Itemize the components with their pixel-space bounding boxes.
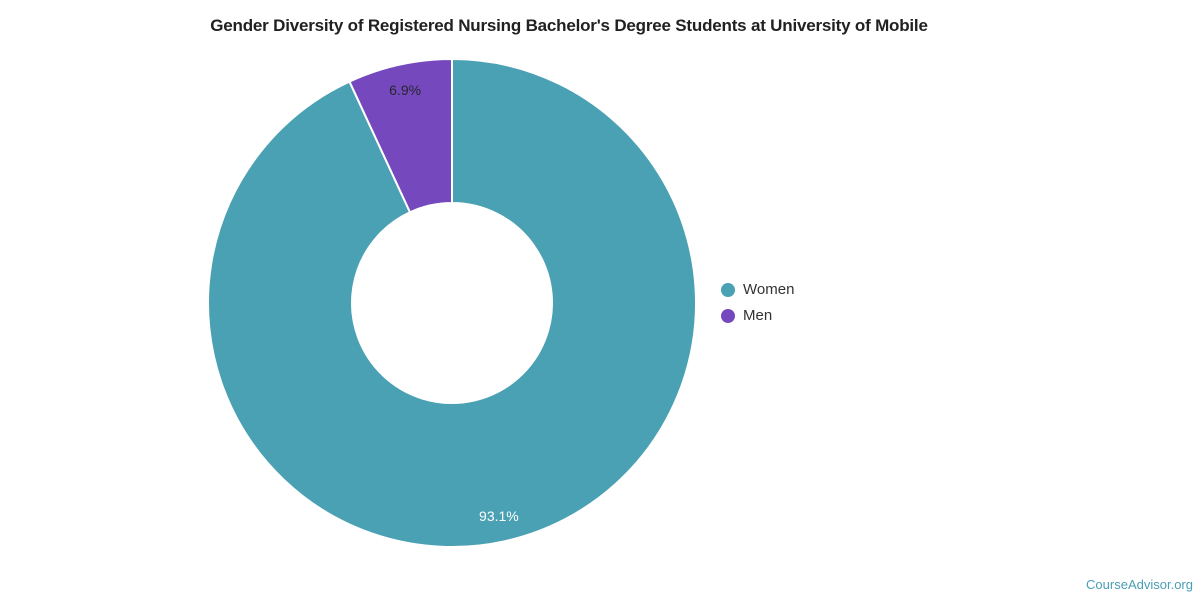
chart-title: Gender Diversity of Registered Nursing B…: [210, 16, 928, 35]
legend-item-women[interactable]: Women: [721, 279, 794, 301]
donut-chart: 93.1% 6.9%: [206, 57, 698, 549]
legend: Women Men: [721, 279, 794, 331]
legend-label-men: Men: [743, 307, 773, 324]
slice-label-women: 93.1%: [479, 508, 519, 524]
pie-slice-women[interactable]: [207, 58, 697, 548]
legend-label-women: Women: [743, 281, 795, 298]
donut-svg: 93.1% 6.9%: [207, 58, 697, 548]
slice-label-men: 6.9%: [389, 82, 421, 98]
legend-marker-men: [721, 309, 735, 323]
legend-item-men[interactable]: Men: [721, 305, 794, 327]
legend-marker-women: [721, 283, 735, 297]
courseadvisor-link[interactable]: CourseAdvisor.org: [1086, 577, 1193, 592]
pie-slice-men[interactable]: [348, 58, 453, 214]
